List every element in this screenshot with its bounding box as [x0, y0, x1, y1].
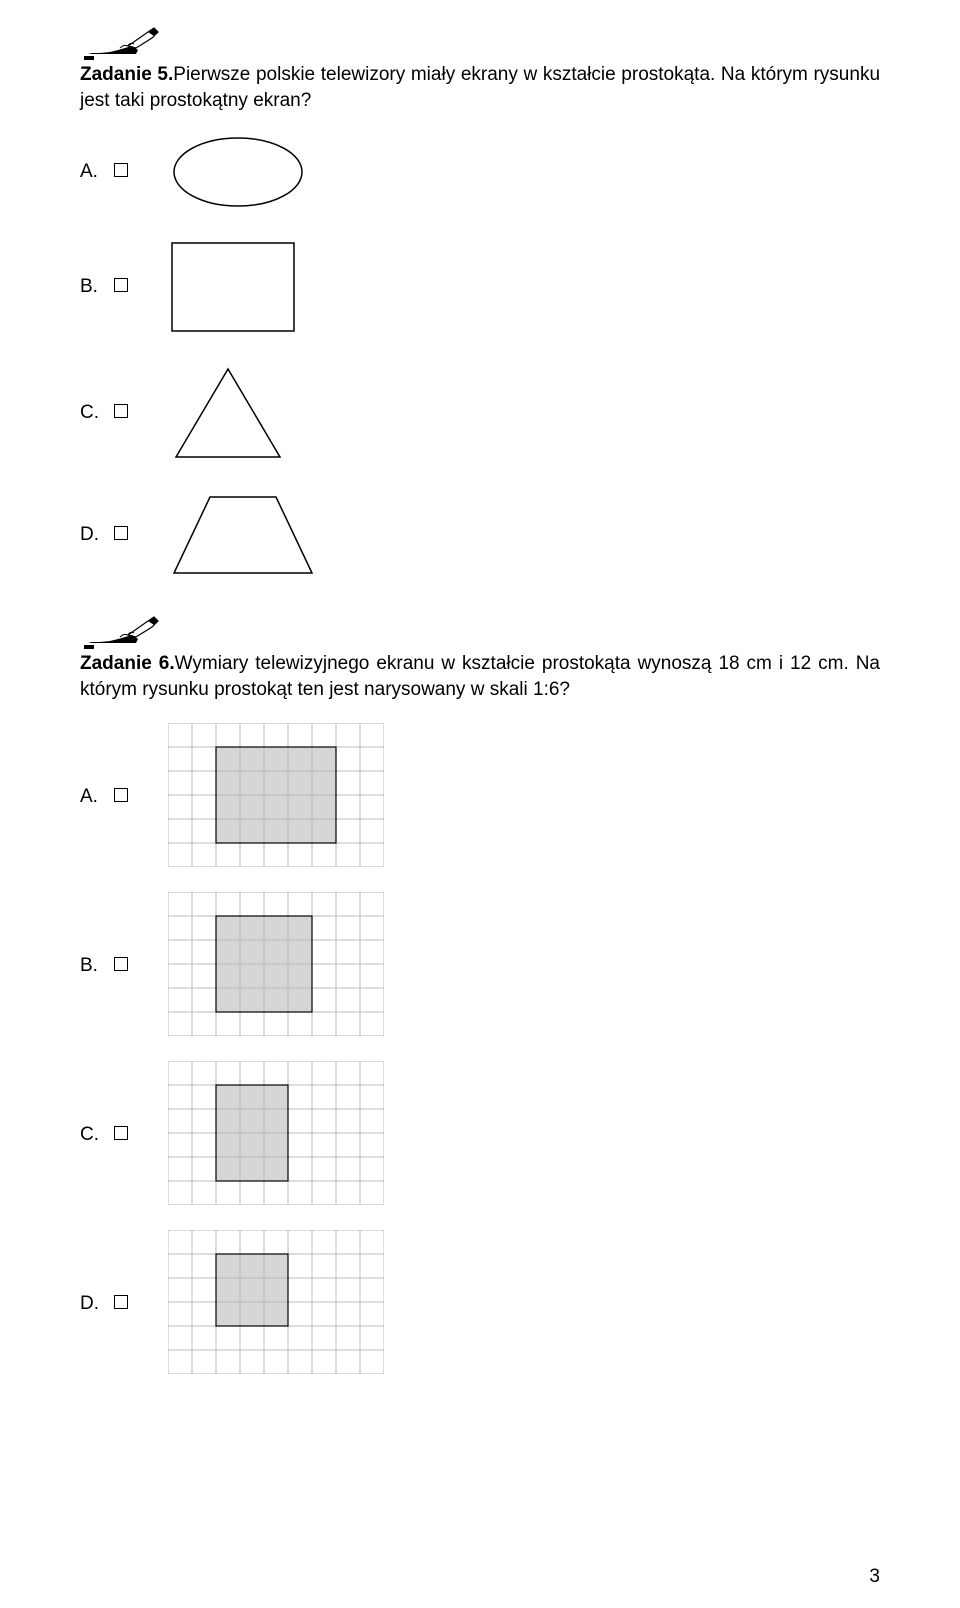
checkbox-icon[interactable]	[114, 1295, 128, 1309]
task-5-option-d[interactable]: D.	[80, 491, 880, 579]
task-5-body: Pierwsze polskie telewizory miały ekrany…	[80, 64, 880, 111]
task-5: Zadanie 5.Pierwsze polskie telewizory mi…	[80, 20, 880, 579]
grid-c	[168, 1061, 384, 1210]
option-label-c: C.	[80, 402, 114, 424]
shape-ellipse	[168, 133, 308, 211]
option-label-b: B.	[80, 276, 114, 298]
shape-rectangle	[168, 239, 298, 335]
task-6-option-c[interactable]: C.	[80, 1061, 880, 1210]
option-label-d: D.	[80, 524, 114, 546]
option-label-d: D.	[80, 1293, 114, 1315]
shape-triangle	[168, 363, 288, 463]
task-6-option-d[interactable]: D.	[80, 1230, 880, 1379]
shape-trapezoid	[168, 491, 318, 579]
task-5-text: Zadanie 5.Pierwsze polskie telewizory mi…	[80, 62, 880, 113]
grid-a	[168, 723, 384, 872]
checkbox-icon[interactable]	[114, 1126, 128, 1140]
grid-b	[168, 892, 384, 1041]
task-6: Zadanie 6.Wymiary telewizyjnego ekranu w…	[80, 609, 880, 1378]
page-number: 3	[869, 1566, 880, 1588]
task-6-text: Zadanie 6.Wymiary telewizyjnego ekranu w…	[80, 651, 880, 702]
checkbox-icon[interactable]	[114, 957, 128, 971]
task-6-option-a[interactable]: A.	[80, 723, 880, 872]
grid-d	[168, 1230, 384, 1379]
task-6-body: Wymiary telewizyjnego ekranu w kształcie…	[80, 653, 880, 700]
task-5-option-c[interactable]: C.	[80, 363, 880, 463]
checkbox-icon[interactable]	[114, 278, 128, 292]
task-6-option-b[interactable]: B.	[80, 892, 880, 1041]
checkbox-icon[interactable]	[114, 788, 128, 802]
checkbox-icon[interactable]	[114, 526, 128, 540]
task-5-option-a[interactable]: A.	[80, 133, 880, 211]
task-5-label: Zadanie 5.	[80, 64, 173, 85]
option-label-c: C.	[80, 1124, 114, 1146]
hand-writing-icon	[80, 20, 165, 60]
checkbox-icon[interactable]	[114, 163, 128, 177]
task-6-label: Zadanie 6.	[80, 653, 175, 674]
option-label-b: B.	[80, 955, 114, 977]
option-label-a: A.	[80, 786, 114, 808]
task-5-option-b[interactable]: B.	[80, 239, 880, 335]
checkbox-icon[interactable]	[114, 404, 128, 418]
option-label-a: A.	[80, 161, 114, 183]
hand-writing-icon	[80, 609, 165, 649]
